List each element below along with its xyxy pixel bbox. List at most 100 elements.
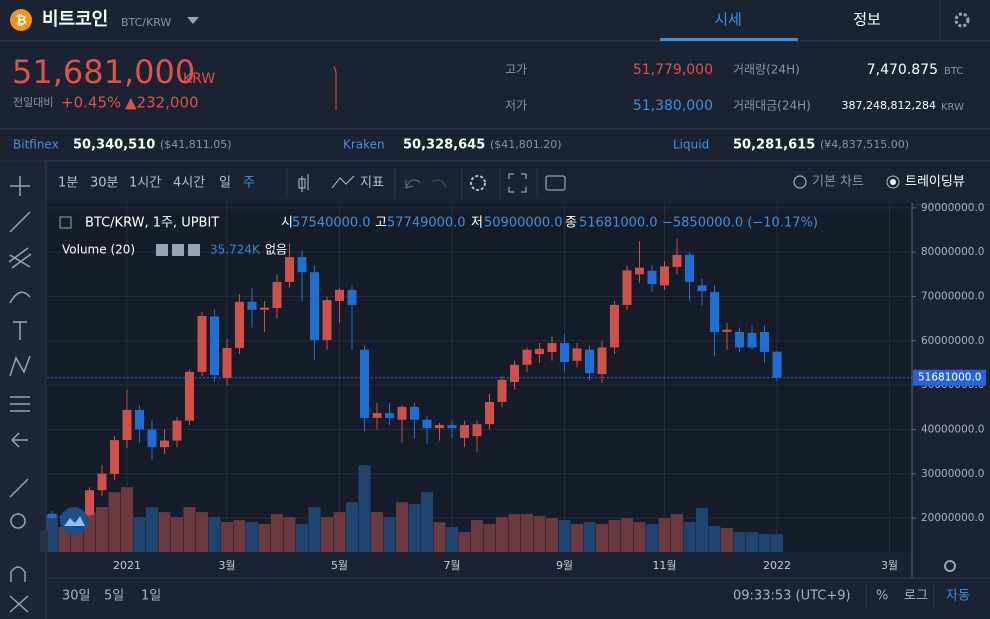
- candle-body: [672, 254, 682, 267]
- volume-bar: [558, 520, 571, 552]
- tab[interactable]: 정보: [853, 11, 881, 29]
- candle-body: [147, 429, 157, 448]
- redo: [431, 179, 447, 189]
- exchange-quote: ($41,811.05): [160, 138, 232, 151]
- icon[interactable]: [188, 244, 200, 256]
- fullscreen: [508, 173, 527, 193]
- candle-body: [535, 348, 544, 355]
- exchange-price: 50,281,615: [733, 138, 815, 153]
- volume-bar: [358, 465, 371, 552]
- interval[interactable]: 일: [219, 176, 231, 191]
- volume-bar: [571, 524, 583, 552]
- stat-value: 51,779,000: [633, 62, 713, 78]
- settings[interactable]: [470, 175, 486, 191]
- change-label: 전일대비: [13, 95, 53, 109]
- chart-type[interactable]: 트레이딩뷰: [905, 175, 965, 190]
- interval[interactable]: 1시간: [129, 176, 161, 191]
- icon[interactable]: [156, 244, 168, 256]
- candle-body: [635, 267, 644, 275]
- volume-bar: [108, 492, 121, 552]
- candle-body: [322, 300, 332, 340]
- candle-body: [497, 379, 507, 402]
- volume-bar: [696, 508, 708, 552]
- stat-value: 51,380,000: [633, 98, 713, 114]
- volume-bar: [283, 517, 296, 552]
- candle-body: [510, 364, 519, 383]
- candle-body: [160, 440, 169, 448]
- chart-type[interactable]: 기본 차트: [812, 175, 864, 190]
- interval[interactable]: 1분: [58, 176, 78, 191]
- legend-change: −5850000.0 (−10.17%): [662, 216, 818, 231]
- dropdown[interactable]: [187, 17, 199, 24]
- candle-body: [735, 331, 744, 348]
- change-pct: +0.45%: [61, 94, 121, 112]
- currency: KRW: [183, 71, 215, 87]
- volume-bar: [721, 528, 733, 552]
- radio[interactable]: [886, 175, 900, 189]
- price-marker: [913, 369, 986, 386]
- candle-body: [435, 425, 444, 429]
- range[interactable]: 30일: [62, 589, 91, 604]
- legend-label: 종: [565, 216, 577, 231]
- radio[interactable]: [793, 175, 807, 189]
- volume-bar: [121, 487, 133, 552]
- stat-label: 거래량(24H): [733, 63, 800, 77]
- stat-value: 387,248,812,284: [842, 99, 936, 112]
- interval[interactable]: 30분: [90, 176, 119, 191]
- volume-bar: [146, 507, 158, 552]
- x-tick-label: 7월: [443, 559, 460, 572]
- x-tick-label: 11월: [652, 559, 676, 572]
- volume-bar: [46, 515, 58, 552]
- axis-option[interactable]: %: [876, 589, 888, 604]
- indicator[interactable]: 지표: [360, 176, 384, 191]
- axis-settings[interactable]: [944, 560, 956, 572]
- candle-body: [560, 343, 569, 363]
- y-tick-label: 90000000.0: [921, 202, 984, 214]
- volume-bar: [208, 517, 221, 552]
- stat-value: 7,470.875: [867, 62, 938, 78]
- candle-body: [272, 281, 282, 309]
- snapshot[interactable]: [545, 175, 566, 191]
- candle-body: [647, 270, 657, 285]
- volume-value: 35.724K: [210, 243, 261, 257]
- interval[interactable]: 4시간: [173, 176, 205, 191]
- undo: [405, 179, 421, 189]
- candle-body: [710, 292, 719, 332]
- volume-bar: [758, 534, 771, 552]
- tool-icons[interactable]: [8, 176, 32, 613]
- axis-option[interactable]: 자동: [946, 589, 970, 604]
- x-tick-label: 2021: [113, 559, 141, 572]
- range[interactable]: 1일: [141, 589, 161, 604]
- range[interactable]: 5일: [104, 589, 124, 604]
- tab[interactable]: 시세: [714, 11, 742, 29]
- collapse-icon[interactable]: [59, 216, 72, 229]
- axis-option[interactable]: 로그: [904, 589, 928, 604]
- settings-icon[interactable]: [954, 12, 970, 28]
- candle-body: [772, 351, 782, 378]
- volume-bar: [458, 532, 471, 552]
- candle-body: [222, 347, 232, 379]
- candle-body: [172, 420, 182, 441]
- volume-bar: [246, 522, 258, 552]
- stat-label: 저가: [505, 99, 527, 113]
- exchange-name: Bitfinex: [13, 138, 59, 152]
- candle-body: [310, 272, 319, 340]
- volume-bar: [608, 520, 621, 552]
- volume-bar: [471, 520, 483, 552]
- x-tick-label: 3월: [881, 559, 898, 572]
- volume-bar: [171, 517, 183, 552]
- tool-column: [0, 162, 46, 619]
- volume-bar: [433, 522, 446, 552]
- y-tick-label: 70000000.0: [921, 291, 984, 303]
- sparkline: [333, 65, 337, 110]
- candle-icon: [298, 174, 309, 192]
- stat-label: 거래대금(24H): [733, 99, 811, 113]
- icon[interactable]: [172, 244, 184, 256]
- volume-bar: [546, 518, 558, 552]
- scroll-handle[interactable]: [40, 530, 48, 552]
- candle-body: [585, 349, 594, 374]
- candle-body: [110, 440, 119, 474]
- interval[interactable]: 주: [243, 176, 255, 191]
- candle-body: [472, 424, 482, 437]
- volume-bar: [733, 532, 746, 552]
